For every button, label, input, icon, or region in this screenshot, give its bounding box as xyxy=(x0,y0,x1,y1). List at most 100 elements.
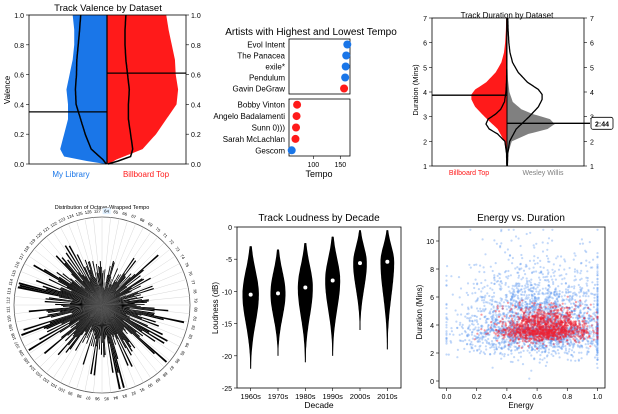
energy-point-red xyxy=(537,308,541,311)
energy-point-blue xyxy=(529,284,532,287)
energy-point-blue xyxy=(495,348,498,351)
energy-point-red xyxy=(531,331,535,334)
energy-point-blue xyxy=(517,346,520,349)
energy-point-red xyxy=(513,326,516,329)
energy-point-blue xyxy=(557,295,560,298)
energy-point-blue xyxy=(521,298,524,302)
energy-point-blue xyxy=(573,303,577,306)
energy-point-blue xyxy=(533,330,536,333)
energy-point-blue xyxy=(538,281,541,284)
energy-point-blue xyxy=(570,329,573,332)
octave-bar xyxy=(102,305,118,335)
energy-point-red xyxy=(522,336,525,339)
energy-point-blue xyxy=(511,295,514,298)
energy-point-blue xyxy=(566,358,569,361)
energy-point-blue xyxy=(578,345,581,348)
energy-point-blue xyxy=(483,299,486,302)
energy-point-blue xyxy=(596,255,599,258)
energy-point-blue xyxy=(517,325,521,328)
energy-point-blue xyxy=(527,317,530,320)
octave-bar xyxy=(86,305,102,344)
energy-point-blue xyxy=(493,282,496,285)
energy-point-blue xyxy=(484,333,487,336)
energy-point-blue xyxy=(499,297,502,300)
energy-point-blue xyxy=(594,314,597,318)
valence-plot-area: 0.0 0.00.2 0.20.4 0.40.6 0.60.8 0.81.0 1.0 xyxy=(14,13,201,169)
valence-chart: Track Valence by Dataset Valence 0.0 0.00… xyxy=(3,3,201,179)
energy-point-blue xyxy=(548,313,551,316)
energy-point-blue xyxy=(551,339,554,342)
energy-point-blue xyxy=(490,315,493,319)
energy-point-blue xyxy=(592,306,596,309)
energy-point-blue xyxy=(510,352,513,355)
energy-point-blue xyxy=(525,340,528,343)
energy-point-blue xyxy=(570,298,573,301)
energy-point-red xyxy=(574,335,577,338)
energy-point-blue xyxy=(519,262,522,265)
energy-point-blue xyxy=(587,350,590,353)
energy-point-blue xyxy=(568,306,571,309)
loudness-ytick-label: 0 xyxy=(228,225,232,232)
energy-point-blue xyxy=(492,322,495,325)
energy-point-red xyxy=(534,322,537,325)
energy-point-blue xyxy=(583,331,586,334)
energy-point-blue xyxy=(545,320,548,324)
energy-point-blue xyxy=(513,307,516,310)
energy-point-red xyxy=(530,323,533,326)
energy-point-blue xyxy=(545,254,549,258)
energy-point-blue xyxy=(491,288,494,291)
tempo-artist-label: exile* xyxy=(265,63,285,72)
energy-point-red xyxy=(537,312,540,315)
energy-point-blue xyxy=(508,254,512,257)
energy-point-blue xyxy=(515,313,519,316)
energy-point-red xyxy=(515,312,518,315)
energy-point-blue xyxy=(513,311,517,314)
energy-point-blue xyxy=(469,316,472,319)
energy-point-blue xyxy=(544,323,547,326)
energy-point-blue xyxy=(573,327,576,330)
energy-point-blue xyxy=(517,237,520,240)
energy-point-blue xyxy=(480,281,483,285)
energy-point-red xyxy=(507,333,510,336)
energy-point-blue xyxy=(596,311,599,314)
octave-bar xyxy=(102,289,105,305)
energy-point-blue xyxy=(550,334,553,337)
energy-point-blue xyxy=(596,356,599,359)
energy-point-blue xyxy=(551,350,554,353)
energy-point-blue xyxy=(501,340,504,343)
energy-point-blue xyxy=(566,314,569,317)
energy-point-blue xyxy=(570,326,573,329)
energy-point-blue xyxy=(514,333,517,336)
energy-point-blue xyxy=(541,329,544,332)
energy-point-blue xyxy=(503,328,506,331)
energy-point-blue xyxy=(551,310,554,313)
octave-bar xyxy=(58,276,102,305)
energy-point-blue xyxy=(547,320,551,323)
energy-point-red xyxy=(574,324,578,327)
energy-point-blue xyxy=(468,263,471,266)
energy-point-blue xyxy=(538,326,541,329)
energy-point-blue xyxy=(468,320,471,323)
energy-point-blue xyxy=(539,338,542,342)
energy-point-red xyxy=(552,338,555,341)
energy-point-blue xyxy=(558,295,561,298)
energy-point-blue xyxy=(527,324,530,327)
energy-point-red xyxy=(506,301,510,304)
energy-point-blue xyxy=(503,313,506,316)
energy-point-blue xyxy=(552,271,555,274)
energy-point-blue xyxy=(489,312,492,315)
energy-point-blue xyxy=(549,315,552,318)
energy-point-blue xyxy=(498,314,501,318)
energy-point-blue xyxy=(503,325,507,328)
energy-point-blue xyxy=(528,335,531,338)
energy-point-blue xyxy=(532,305,535,308)
energy-point-blue xyxy=(536,286,539,289)
energy-point-red xyxy=(501,325,504,328)
energy-point-blue xyxy=(475,337,478,340)
energy-point-blue xyxy=(564,340,567,343)
octave-theta-label: 126 xyxy=(84,209,92,215)
energy-point-blue xyxy=(568,318,571,321)
octave-spoke xyxy=(101,255,176,306)
energy-point-blue xyxy=(591,342,594,345)
energy-point-blue xyxy=(498,352,502,355)
